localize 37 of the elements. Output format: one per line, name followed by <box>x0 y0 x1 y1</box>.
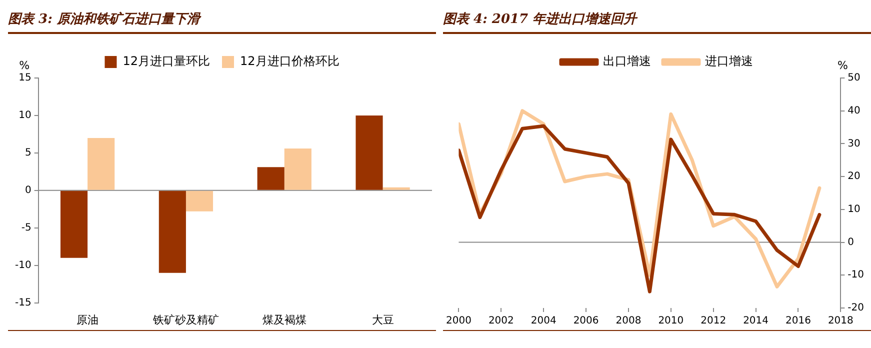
y-tick-label: -10 <box>14 260 32 271</box>
x-tick-label: 2006 <box>573 316 599 327</box>
y-tick-label: 40 <box>848 105 860 116</box>
x-tick-label: 铁矿砂及精矿 <box>152 313 219 326</box>
y-tick-label: 30 <box>848 138 860 150</box>
y-axis-title: % <box>837 58 848 72</box>
x-tick-label: 2004 <box>530 316 556 327</box>
legend-label: 12月进口价格环比 <box>240 54 340 68</box>
legend-label: 12月进口量环比 <box>122 54 210 68</box>
y-tick-label: -10 <box>848 270 864 281</box>
chart-title: 图表 4: 2017 年进出口增速回升 <box>443 8 871 34</box>
y-tick-label: 0 <box>24 184 32 196</box>
y-tick-label: 20 <box>848 171 860 182</box>
y-tick-label: 10 <box>18 110 32 122</box>
y-tick-label: -15 <box>14 297 32 308</box>
y-tick-label: 15 <box>18 72 32 84</box>
y-tick-label: 50 <box>848 72 860 84</box>
y-axis-title: % <box>19 58 30 72</box>
x-tick-label: 煤及褐煤 <box>262 313 306 326</box>
legend-label: 出口增速 <box>603 54 651 68</box>
chart-title: 图表 3: 原油和铁矿石进口量下滑 <box>8 8 436 34</box>
y-tick-label: 0 <box>848 236 854 248</box>
x-tick-label: 2002 <box>488 316 514 327</box>
x-tick-label: 2014 <box>743 316 769 327</box>
y-tick-label: -5 <box>21 222 32 234</box>
legend-label: 进口增速 <box>705 54 753 68</box>
y-tick-label: 10 <box>848 204 860 216</box>
x-tick-label: 2010 <box>658 316 684 327</box>
y-tick-label: 5 <box>24 148 32 159</box>
x-tick-label: 2012 <box>700 316 726 327</box>
x-tick-label: 2018 <box>828 316 854 327</box>
y-tick-label: -20 <box>848 302 864 314</box>
x-tick-label: 大豆 <box>372 313 394 326</box>
x-tick-label: 原油 <box>76 313 99 326</box>
x-tick-label: 2000 <box>446 316 472 327</box>
x-tick-label: 2016 <box>786 316 811 327</box>
x-tick-label: 2008 <box>616 316 642 327</box>
